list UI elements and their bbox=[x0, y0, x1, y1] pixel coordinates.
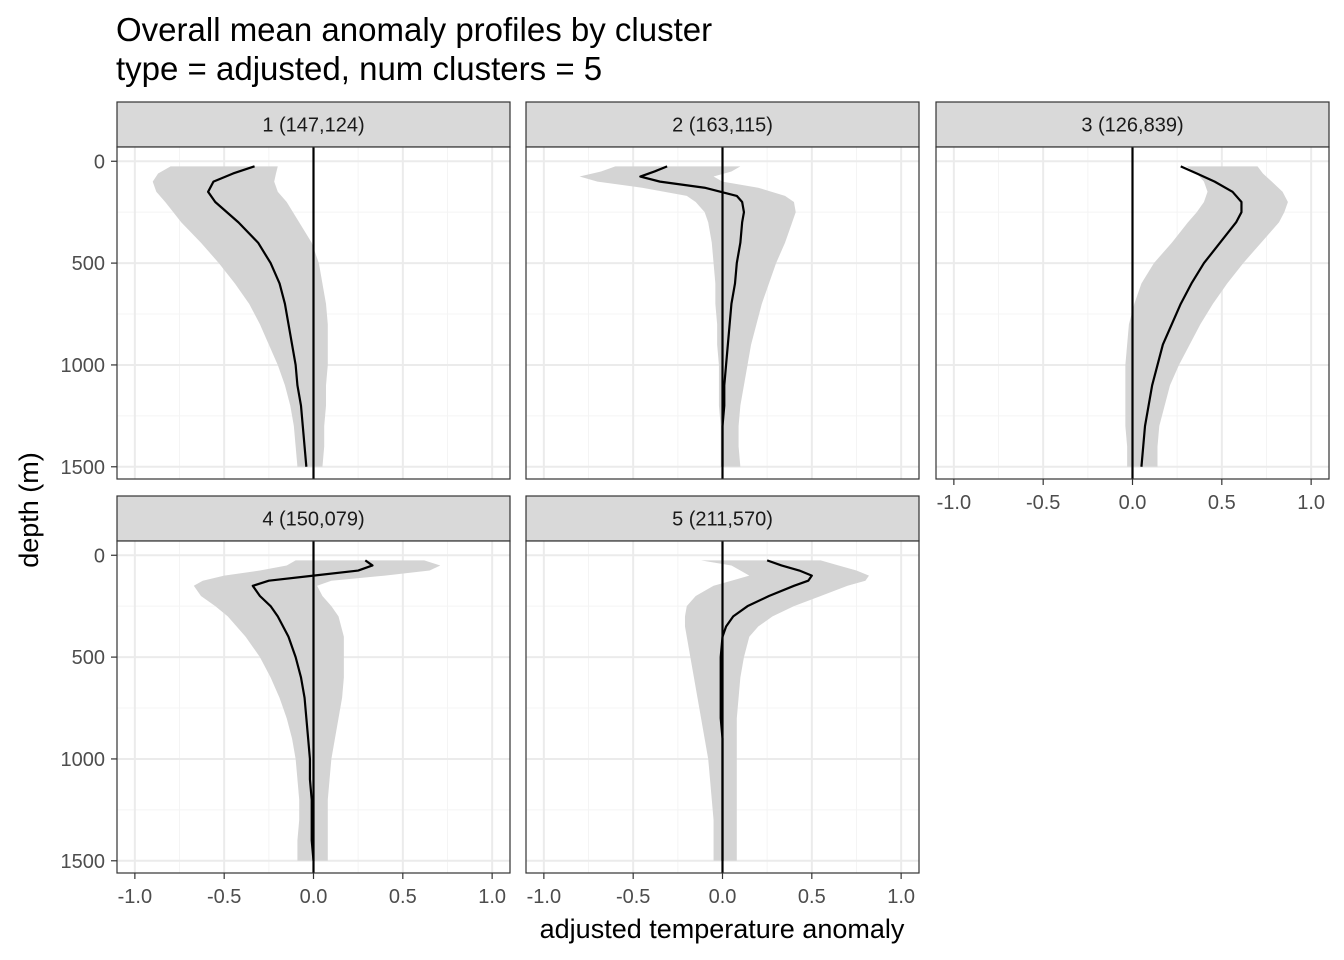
x-tick-label: 0.0 bbox=[709, 886, 737, 908]
y-tick-label: 1500 bbox=[61, 457, 106, 479]
chart-subtitle: type = adjusted, num clusters = 5 bbox=[116, 50, 603, 87]
spread-band-5 bbox=[684, 560, 869, 861]
y-tick-label: 1000 bbox=[61, 749, 106, 771]
y-tick-label: 1500 bbox=[61, 851, 106, 873]
y-tick-label: 500 bbox=[72, 253, 105, 275]
chart-title-block: Overall mean anomaly profiles by cluster… bbox=[116, 10, 712, 88]
x-tick-label: -0.5 bbox=[616, 886, 650, 908]
y-tick-label: 1000 bbox=[61, 355, 106, 377]
mean-profile-line-3 bbox=[1140, 165, 1243, 467]
panel-5: 5 (211,570) -1.0 -0.5 0.0 0.5 1.0 bbox=[525, 495, 920, 908]
x-tick-label: -1.0 bbox=[937, 492, 971, 514]
mean-profile-line-5 bbox=[719, 559, 813, 861]
panel-1: 1 (147,124) 0 500 1000 1500 bbox=[61, 101, 511, 480]
panel-border bbox=[525, 146, 920, 480]
spread-band-2 bbox=[579, 166, 796, 467]
x-tick-label: 1.0 bbox=[1297, 492, 1325, 514]
mean-profile-line-1 bbox=[207, 165, 308, 467]
panel-2: 2 (163,115) bbox=[525, 101, 920, 480]
strip-2 bbox=[525, 101, 920, 148]
panels-layer: 1 (147,124) 0 500 1000 1500 2 (163,115) 3 (126… bbox=[61, 101, 1330, 908]
mean-profile-line-4 bbox=[251, 559, 374, 861]
strip-5 bbox=[525, 495, 920, 542]
x-tick-label: -1.0 bbox=[118, 886, 152, 908]
spread-band-1 bbox=[152, 166, 328, 467]
x-tick-label: 0.5 bbox=[798, 886, 826, 908]
strip-label-5: 5 (211,570) bbox=[672, 509, 773, 531]
x-tick-label: -0.5 bbox=[207, 886, 241, 908]
spread-band-3 bbox=[1125, 166, 1288, 467]
mean-profile-line-2 bbox=[639, 165, 746, 467]
panel-4: 4 (150,079) 0 500 1000 1500 -1.0 -0.5 0.0 0.5 1.0 bbox=[61, 495, 511, 908]
chart-title: Overall mean anomaly profiles by cluster bbox=[116, 11, 713, 48]
spread-band-4 bbox=[193, 560, 441, 861]
strip-label-2: 2 (163,115) bbox=[672, 115, 773, 137]
strip-label-3: 3 (126,839) bbox=[1081, 115, 1183, 137]
x-tick-label: 0.0 bbox=[1119, 492, 1147, 514]
x-tick-label: -0.5 bbox=[1026, 492, 1060, 514]
y-tick-label: 0 bbox=[94, 545, 105, 567]
x-tick-label: 1.0 bbox=[478, 886, 506, 908]
strip-3 bbox=[935, 101, 1330, 148]
panel-3: 3 (126,839) -1.0 -0.5 0.0 0.5 1.0 bbox=[935, 101, 1330, 514]
strip-label-1: 1 (147,124) bbox=[262, 115, 364, 137]
x-tick-label: 0.5 bbox=[389, 886, 417, 908]
x-tick-label: 1.0 bbox=[887, 886, 915, 908]
x-tick-label: 0.5 bbox=[1208, 492, 1236, 514]
y-axis-title: depth (m) bbox=[14, 452, 44, 568]
x-axis-title: adjusted temperature anomaly bbox=[540, 914, 905, 944]
strip-label-4: 4 (150,079) bbox=[262, 509, 364, 531]
x-tick-label: -1.0 bbox=[527, 886, 561, 908]
y-tick-label: 0 bbox=[94, 151, 105, 173]
panel-border bbox=[116, 146, 511, 480]
y-tick-label: 500 bbox=[72, 647, 105, 669]
x-tick-label: 0.0 bbox=[300, 886, 328, 908]
strip-4 bbox=[116, 495, 511, 542]
